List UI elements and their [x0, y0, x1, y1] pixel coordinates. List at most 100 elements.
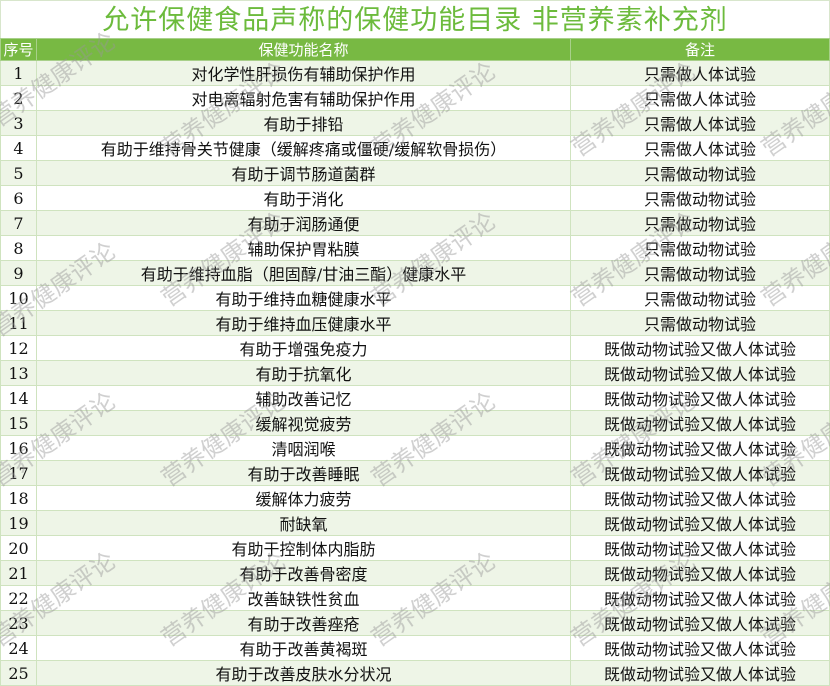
cell-name: 有助于排铅	[36, 110, 571, 136]
cell-name: 有助于改善痤疮	[36, 610, 571, 636]
cell-note: 既做动物试验又做人体试验	[570, 535, 830, 561]
cell-note: 只需做人体试验	[570, 135, 830, 161]
cell-note: 只需做动物试验	[570, 235, 830, 261]
cell-note: 只需做动物试验	[570, 285, 830, 311]
cell-note: 既做动物试验又做人体试验	[570, 635, 830, 661]
cell-name: 有助于增强免疫力	[36, 335, 571, 361]
cell-name: 有助于改善睡眠	[36, 460, 571, 486]
table-row: 24 有助于改善黄褐斑 既做动物试验又做人体试验	[0, 635, 830, 661]
cell-name: 有助于改善黄褐斑	[36, 635, 571, 661]
cell-no: 6	[0, 185, 37, 211]
cell-note: 既做动物试验又做人体试验	[570, 360, 830, 386]
cell-no: 7	[0, 210, 37, 236]
table-row: 4 有助于维持骨关节健康（缓解疼痛或僵硬/缓解软骨损伤） 只需做人体试验	[0, 135, 830, 161]
cell-note: 只需做人体试验	[570, 85, 830, 111]
cell-name: 有助于维持血脂（胆固醇/甘油三酯）健康水平	[36, 260, 571, 286]
table-row: 6 有助于消化 只需做动物试验	[0, 185, 830, 211]
table-row: 16 清咽润喉 既做动物试验又做人体试验	[0, 435, 830, 461]
table-row: 18 缓解体力疲劳 既做动物试验又做人体试验	[0, 485, 830, 511]
cell-note: 既做动物试验又做人体试验	[570, 385, 830, 411]
cell-name: 缓解体力疲劳	[36, 485, 571, 511]
cell-name: 有助于润肠通便	[36, 210, 571, 236]
table-row: 12 有助于增强免疫力 既做动物试验又做人体试验	[0, 335, 830, 361]
cell-no: 21	[0, 560, 37, 586]
cell-name: 对化学性肝损伤有辅助保护作用	[36, 60, 571, 86]
cell-no: 9	[0, 260, 37, 286]
cell-note: 只需做动物试验	[570, 210, 830, 236]
cell-note: 只需做动物试验	[570, 310, 830, 336]
cell-no: 8	[0, 235, 37, 261]
health-function-table: 序号 保健功能名称 备注 1 对化学性肝损伤有辅助保护作用 只需做人体试验 2 对电离辐…	[0, 38, 830, 686]
table-row: 25 有助于改善皮肤水分状况 既做动物试验又做人体试验	[0, 660, 830, 686]
cell-no: 24	[0, 635, 37, 661]
cell-no: 12	[0, 335, 37, 361]
cell-no: 4	[0, 135, 37, 161]
cell-no: 22	[0, 585, 37, 611]
cell-note: 只需做人体试验	[570, 110, 830, 136]
cell-no: 20	[0, 535, 37, 561]
cell-no: 16	[0, 435, 37, 461]
cell-name: 有助于改善骨密度	[36, 560, 571, 586]
cell-name: 辅助改善记忆	[36, 385, 571, 411]
cell-no: 13	[0, 360, 37, 386]
cell-name: 有助于调节肠道菌群	[36, 160, 571, 186]
table-row: 20 有助于控制体内脂肪 既做动物试验又做人体试验	[0, 535, 830, 561]
table-row: 1 对化学性肝损伤有辅助保护作用 只需做人体试验	[0, 60, 830, 86]
cell-no: 11	[0, 310, 37, 336]
table-row: 14 辅助改善记忆 既做动物试验又做人体试验	[0, 385, 830, 411]
cell-no: 2	[0, 85, 37, 111]
cell-no: 1	[0, 60, 37, 86]
cell-note: 既做动物试验又做人体试验	[570, 660, 830, 686]
cell-note: 只需做人体试验	[570, 60, 830, 86]
cell-note: 既做动物试验又做人体试验	[570, 460, 830, 486]
cell-name: 改善缺铁性贫血	[36, 585, 571, 611]
cell-no: 15	[0, 410, 37, 436]
table-row: 8 辅助保护胃粘膜 只需做动物试验	[0, 235, 830, 261]
table-row: 21 有助于改善骨密度 既做动物试验又做人体试验	[0, 560, 830, 586]
table-row: 15 缓解视觉疲劳 既做动物试验又做人体试验	[0, 410, 830, 436]
cell-note: 既做动物试验又做人体试验	[570, 585, 830, 611]
cell-name: 有助于控制体内脂肪	[36, 535, 571, 561]
table-row: 7 有助于润肠通便 只需做动物试验	[0, 210, 830, 236]
cell-no: 14	[0, 385, 37, 411]
cell-no: 19	[0, 510, 37, 536]
table-row: 11 有助于维持血压健康水平 只需做动物试验	[0, 310, 830, 336]
cell-name: 耐缺氧	[36, 510, 571, 536]
cell-name: 有助于消化	[36, 185, 571, 211]
header-name: 保健功能名称	[36, 38, 571, 61]
table-row: 19 耐缺氧 既做动物试验又做人体试验	[0, 510, 830, 536]
table-row: 10 有助于维持血糖健康水平 只需做动物试验	[0, 285, 830, 311]
table-row: 13 有助于抗氧化 既做动物试验又做人体试验	[0, 360, 830, 386]
cell-note: 既做动物试验又做人体试验	[570, 335, 830, 361]
cell-no: 25	[0, 660, 37, 686]
header-note: 备注	[570, 38, 830, 61]
cell-name: 有助于抗氧化	[36, 360, 571, 386]
cell-note: 既做动物试验又做人体试验	[570, 485, 830, 511]
table-row: 9 有助于维持血脂（胆固醇/甘油三酯）健康水平 只需做动物试验	[0, 260, 830, 286]
cell-no: 10	[0, 285, 37, 311]
cell-no: 3	[0, 110, 37, 136]
table-row: 17 有助于改善睡眠 既做动物试验又做人体试验	[0, 460, 830, 486]
table-row: 5 有助于调节肠道菌群 只需做动物试验	[0, 160, 830, 186]
cell-no: 23	[0, 610, 37, 636]
cell-name: 有助于维持血压健康水平	[36, 310, 571, 336]
cell-name: 清咽润喉	[36, 435, 571, 461]
cell-note: 只需做动物试验	[570, 185, 830, 211]
cell-name: 有助于改善皮肤水分状况	[36, 660, 571, 686]
cell-note: 既做动物试验又做人体试验	[570, 435, 830, 461]
cell-note: 既做动物试验又做人体试验	[570, 510, 830, 536]
table-title: 允许保健食品声称的保健功能目录 非营养素补充剂	[0, 0, 830, 38]
cell-note: 只需做动物试验	[570, 260, 830, 286]
cell-note: 既做动物试验又做人体试验	[570, 610, 830, 636]
cell-note: 只需做动物试验	[570, 160, 830, 186]
table-row: 22 改善缺铁性贫血 既做动物试验又做人体试验	[0, 585, 830, 611]
cell-note: 既做动物试验又做人体试验	[570, 410, 830, 436]
cell-name: 辅助保护胃粘膜	[36, 235, 571, 261]
cell-note: 既做动物试验又做人体试验	[570, 560, 830, 586]
cell-name: 有助于维持骨关节健康（缓解疼痛或僵硬/缓解软骨损伤）	[36, 135, 571, 161]
cell-name: 缓解视觉疲劳	[36, 410, 571, 436]
table-row: 2 对电离辐射危害有辅助保护作用 只需做人体试验	[0, 85, 830, 111]
cell-no: 18	[0, 485, 37, 511]
table-row: 23 有助于改善痤疮 既做动物试验又做人体试验	[0, 610, 830, 636]
cell-name: 有助于维持血糖健康水平	[36, 285, 571, 311]
